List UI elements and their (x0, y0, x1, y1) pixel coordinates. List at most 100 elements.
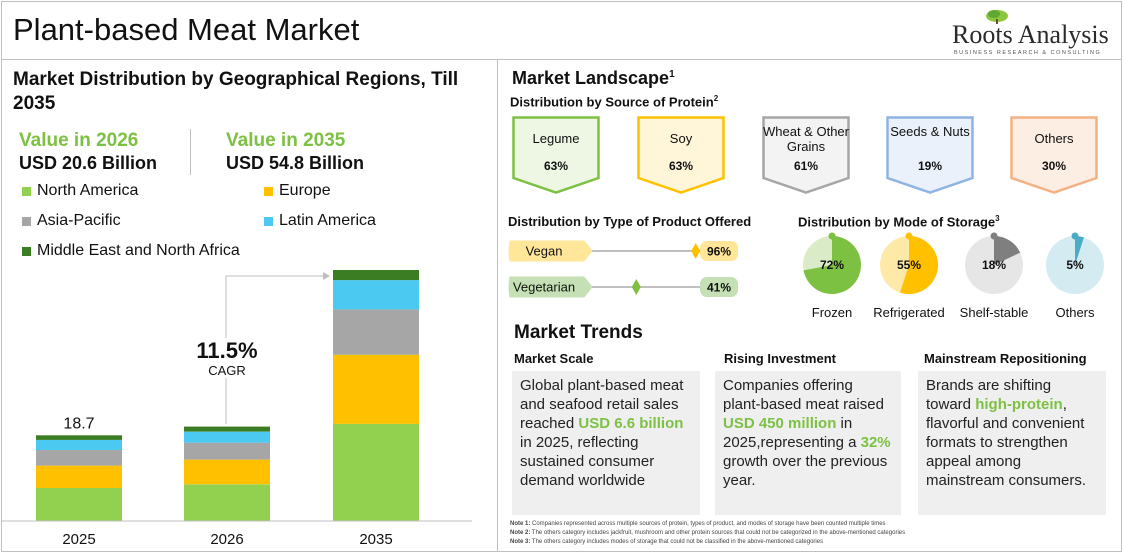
pie-start-dot (828, 232, 836, 240)
tree-icon (986, 10, 1008, 24)
x-tick-label-2026: 2026 (210, 531, 243, 548)
product-value: 41% (707, 281, 731, 295)
product-tag-vegan (508, 240, 593, 262)
bar-segment-2026-north-america (184, 484, 270, 521)
pie-start-dot (905, 232, 913, 240)
pie-name: Shelf-stable (960, 305, 1029, 320)
product-value: 96% (707, 245, 731, 259)
legend-label: Latin America (279, 212, 376, 229)
legend-item-latin-america: Latin America (264, 212, 376, 230)
protein-card-others: Others 30% (1010, 116, 1098, 194)
bar-segment-2035-north-america (333, 423, 419, 521)
pie-slice (803, 236, 861, 294)
value-2035-label: Value in 2035 (226, 130, 346, 151)
legend-item-north-america: North America (22, 182, 138, 200)
page-title: Plant-based Meat Market (13, 12, 360, 47)
product-type-chart: Vegan 96% Vegetarian 41% (508, 240, 738, 298)
protein-card-legume: Legume 63% (512, 116, 600, 194)
product-type-title: Distribution by Type of Product Offered (508, 214, 752, 229)
card-name: Others (1034, 131, 1074, 146)
card-value: 61% (793, 159, 819, 173)
product-marker (691, 243, 701, 259)
bar-segment-2026-asia-pacific (184, 442, 270, 460)
trend-heading-market-scale: Market Scale (514, 351, 594, 366)
legend-item-mena: Middle East and North Africa (22, 242, 240, 260)
note-1: Note 1: Companies represented across mul… (510, 521, 886, 527)
bar-segment-2035-latin-america (333, 280, 419, 310)
card-shape (762, 116, 850, 194)
note-3: Note 3: The others category includes mod… (510, 539, 824, 545)
cagr-label: CAGR (192, 363, 262, 378)
bar-segment-2025-latin-america (36, 439, 122, 450)
storage-pie-frozen: 72% Frozen (803, 232, 861, 320)
pie-value: 72% (820, 258, 844, 272)
pie-value: 18% (982, 258, 1006, 272)
pie-start-dot (990, 232, 998, 240)
cagr-arrowhead (323, 272, 330, 280)
pie-slice (900, 236, 939, 294)
storage-pie-shelf-stable: 18% Shelf-stable (960, 232, 1029, 320)
protein-card-wheat-other-grains: Wheat & Other Grains 61% (762, 116, 850, 194)
product-tag-vegetarian (508, 276, 593, 298)
bar-segment-2035-europe (333, 354, 419, 424)
x-tick-label-2025: 2025 (62, 531, 95, 548)
pie-slice (994, 236, 1021, 265)
bar-segment-2025-north-america (36, 488, 122, 521)
card-name: Seeds & Nuts (890, 124, 970, 139)
card-value: 63% (543, 159, 569, 173)
card-name: Wheat & Other Grains (763, 124, 849, 154)
pie-value: 5% (1066, 258, 1084, 272)
stacked-bar-chart: 2025 18.7 2026 2035 (2, 270, 472, 548)
legend-swatch (264, 186, 273, 196)
chart-title: Market Distribution by Geographical Regi… (13, 69, 459, 114)
card-name: Legume (532, 131, 580, 146)
card-value: 30% (1041, 159, 1067, 173)
pie-name: Refrigerated (873, 305, 945, 320)
cagr-value: 11.5% (192, 338, 262, 364)
storage-pie-refrigerated: 55% Refrigerated (873, 232, 945, 320)
note-2: Note 2: The others category includes jac… (510, 530, 906, 536)
legend-item-asia-pacific: Asia-Pacific (22, 212, 121, 230)
data-label-2025: 18.7 (63, 415, 94, 432)
product-value-badge (700, 241, 738, 261)
card-shape (512, 116, 600, 194)
trends-title: Market Trends (514, 322, 643, 343)
bar-segment-2026-europe (184, 459, 270, 485)
trend-text-market-scale: Global plant-based meat and seafood reta… (512, 371, 700, 515)
legend-label: Middle East and North Africa (37, 242, 240, 259)
storage-title: Distribution by Mode of Storage3 (798, 214, 1000, 230)
header-divider (2, 59, 1121, 60)
legend-swatch (22, 216, 31, 226)
bar-segment-2026-latin-america (184, 431, 270, 443)
value-2026-label: Value in 2026 (19, 130, 139, 151)
storage-pie-others: 5% Others (1046, 232, 1104, 320)
bar-segment-2025-asia-pacific (36, 450, 122, 466)
pie-name: Frozen (812, 305, 852, 320)
card-shape (886, 116, 974, 194)
card-value: 19% (917, 159, 943, 173)
product-value-badge (700, 277, 738, 297)
product-name: Vegan (526, 244, 563, 259)
pie-start-dot (1071, 232, 1079, 240)
protein-card-seeds-nuts: Seeds & Nuts 19% (886, 116, 974, 194)
card-shape (637, 116, 725, 194)
value-2026: USD 20.6 Billion (19, 153, 158, 173)
legend-swatch (22, 186, 31, 196)
footnote-marker: 3 (995, 214, 1000, 223)
card-shape (1010, 116, 1098, 194)
legend-swatch (22, 246, 31, 256)
storage-pie-charts: 72% Frozen 55% Refrigerated 18% Shelf-stable 5… (803, 232, 1104, 320)
footnote-marker: 2 (713, 94, 719, 103)
logo-name: Roots Analysis (952, 20, 1109, 49)
footnote-marker: 1 (669, 69, 675, 80)
product-marker (631, 279, 641, 295)
bar-segment-2025-middle-east-and-north-africa (36, 435, 122, 440)
legend-swatch (264, 216, 273, 226)
landscape-title: Market Landscape1 (512, 68, 675, 88)
value-2035: USD 54.8 Billion (226, 153, 365, 173)
legend-label: Europe (279, 182, 331, 199)
trend-heading-mainstream: Mainstream Repositioning (924, 351, 1087, 366)
x-tick-label-2035: 2035 (359, 531, 392, 548)
protein-title: Distribution by Source of Protein2 (510, 94, 719, 110)
value-separator (190, 129, 191, 175)
